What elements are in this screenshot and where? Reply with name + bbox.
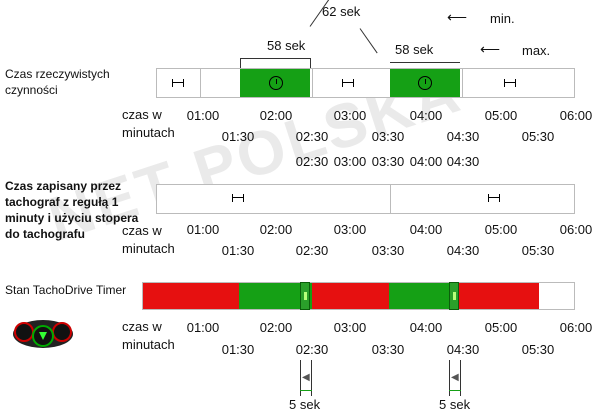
row-label-recorded: Czas zapisany przez tachograf z regułą 1… <box>5 179 139 241</box>
rest-icon <box>172 79 184 87</box>
label-58-sek-2: 58 sek <box>395 42 434 57</box>
divider <box>312 68 313 98</box>
rest-icon <box>232 194 244 202</box>
tick-bottom: 02:30 <box>295 154 329 169</box>
tick-bottom: 05:30 <box>521 342 555 357</box>
tick-top: 02:00 <box>259 108 293 123</box>
rest-icon <box>504 79 516 87</box>
marker-line <box>460 360 461 396</box>
hourglass-icon <box>449 282 459 310</box>
marker-line <box>449 360 450 396</box>
span-5-sek-1 <box>300 390 312 391</box>
tick-bottom: 01:30 <box>221 342 255 357</box>
tick-top: 03:00 <box>333 320 367 335</box>
tick-bottom: 02:30 <box>295 129 329 144</box>
speaker-icon: ◀ <box>302 372 310 383</box>
tick-top: 06:00 <box>559 222 593 237</box>
leader-58-2 <box>390 62 460 63</box>
rest-icon <box>488 194 500 202</box>
tick-bottom: 03:30 <box>371 243 405 258</box>
tick-top: 04:00 <box>409 108 443 123</box>
axis-label: czas w minutach <box>122 319 175 352</box>
label-5-sek-1: 5 sek <box>289 397 321 412</box>
span-5-sek-2 <box>449 390 461 391</box>
tick-top: 01:00 <box>186 108 220 123</box>
strip-recorded <box>156 184 575 214</box>
divider <box>200 68 201 98</box>
tick-top: 02:00 <box>259 222 293 237</box>
strip-real <box>156 68 575 98</box>
label-62-sek: 62 sek <box>322 4 361 19</box>
speaker-icon: ◀ <box>451 372 459 383</box>
tick-bottom: 03:30 <box>371 342 405 357</box>
axis-label: czas w minutach <box>122 107 175 140</box>
tick-top: 05:00 <box>484 320 518 335</box>
tick-top: 04:00 <box>409 154 443 169</box>
segment-green <box>239 283 312 309</box>
segment-red <box>459 283 539 309</box>
tick-top: 05:00 <box>484 108 518 123</box>
tick-bottom: 02:30 <box>295 243 329 258</box>
leader-58-1-r <box>310 58 311 68</box>
tick-top: 02:00 <box>259 320 293 335</box>
tick-bottom: 03:30 <box>371 129 405 144</box>
tick-top: 03:00 <box>333 154 367 169</box>
arrow-left-icon: ⟵ <box>480 41 501 57</box>
axis-label: czas w minutach <box>122 223 175 256</box>
row-label-real: Czas rzeczywistych czynności <box>5 67 110 97</box>
tick-bottom: 05:30 <box>521 243 555 258</box>
tick-bottom: 02:30 <box>295 342 329 357</box>
segment-green <box>389 283 459 309</box>
leader-62b <box>359 28 378 54</box>
tick-bottom: 04:30 <box>446 342 480 357</box>
segment-red <box>312 283 389 309</box>
tick-top: 01:00 <box>186 320 220 335</box>
tick-top: 04:00 <box>409 222 443 237</box>
tick-bottom: 04:30 <box>446 154 480 169</box>
tick-bottom: 04:30 <box>446 243 480 258</box>
label-max: max. <box>522 43 551 58</box>
tick-top: 04:00 <box>409 320 443 335</box>
tick-top: 06:00 <box>559 108 593 123</box>
steering-wheel-icon <box>418 76 432 90</box>
leader-58-1-l <box>240 58 241 68</box>
steering-wheel-icon <box>269 76 283 90</box>
tick-top: 01:00 <box>186 222 220 237</box>
timer-device-icon <box>10 314 76 354</box>
tick-bottom: 03:30 <box>371 154 405 169</box>
tick-top: 03:00 <box>333 222 367 237</box>
label-58-sek-1: 58 sek <box>267 38 306 53</box>
divider <box>390 184 391 214</box>
leader-58-1 <box>240 58 310 59</box>
tick-top: 06:00 <box>559 320 593 335</box>
row-label-state: Stan TachoDrive Timer <box>5 283 127 297</box>
label-min: min. <box>490 11 515 26</box>
tick-bottom: 05:30 <box>521 129 555 144</box>
segment-red <box>143 283 239 309</box>
label-5-sek-2: 5 sek <box>439 397 471 412</box>
rest-icon <box>342 79 354 87</box>
tick-bottom: 01:30 <box>221 129 255 144</box>
tick-bottom: 04:30 <box>446 129 480 144</box>
marker-line <box>311 360 312 396</box>
hourglass-icon <box>300 282 310 310</box>
tick-top: 03:00 <box>333 108 367 123</box>
divider <box>462 68 463 98</box>
arrow-left-icon: ⟵ <box>447 9 468 25</box>
tick-bottom: 01:30 <box>221 243 255 258</box>
marker-line <box>300 360 301 396</box>
tick-top: 05:00 <box>484 222 518 237</box>
